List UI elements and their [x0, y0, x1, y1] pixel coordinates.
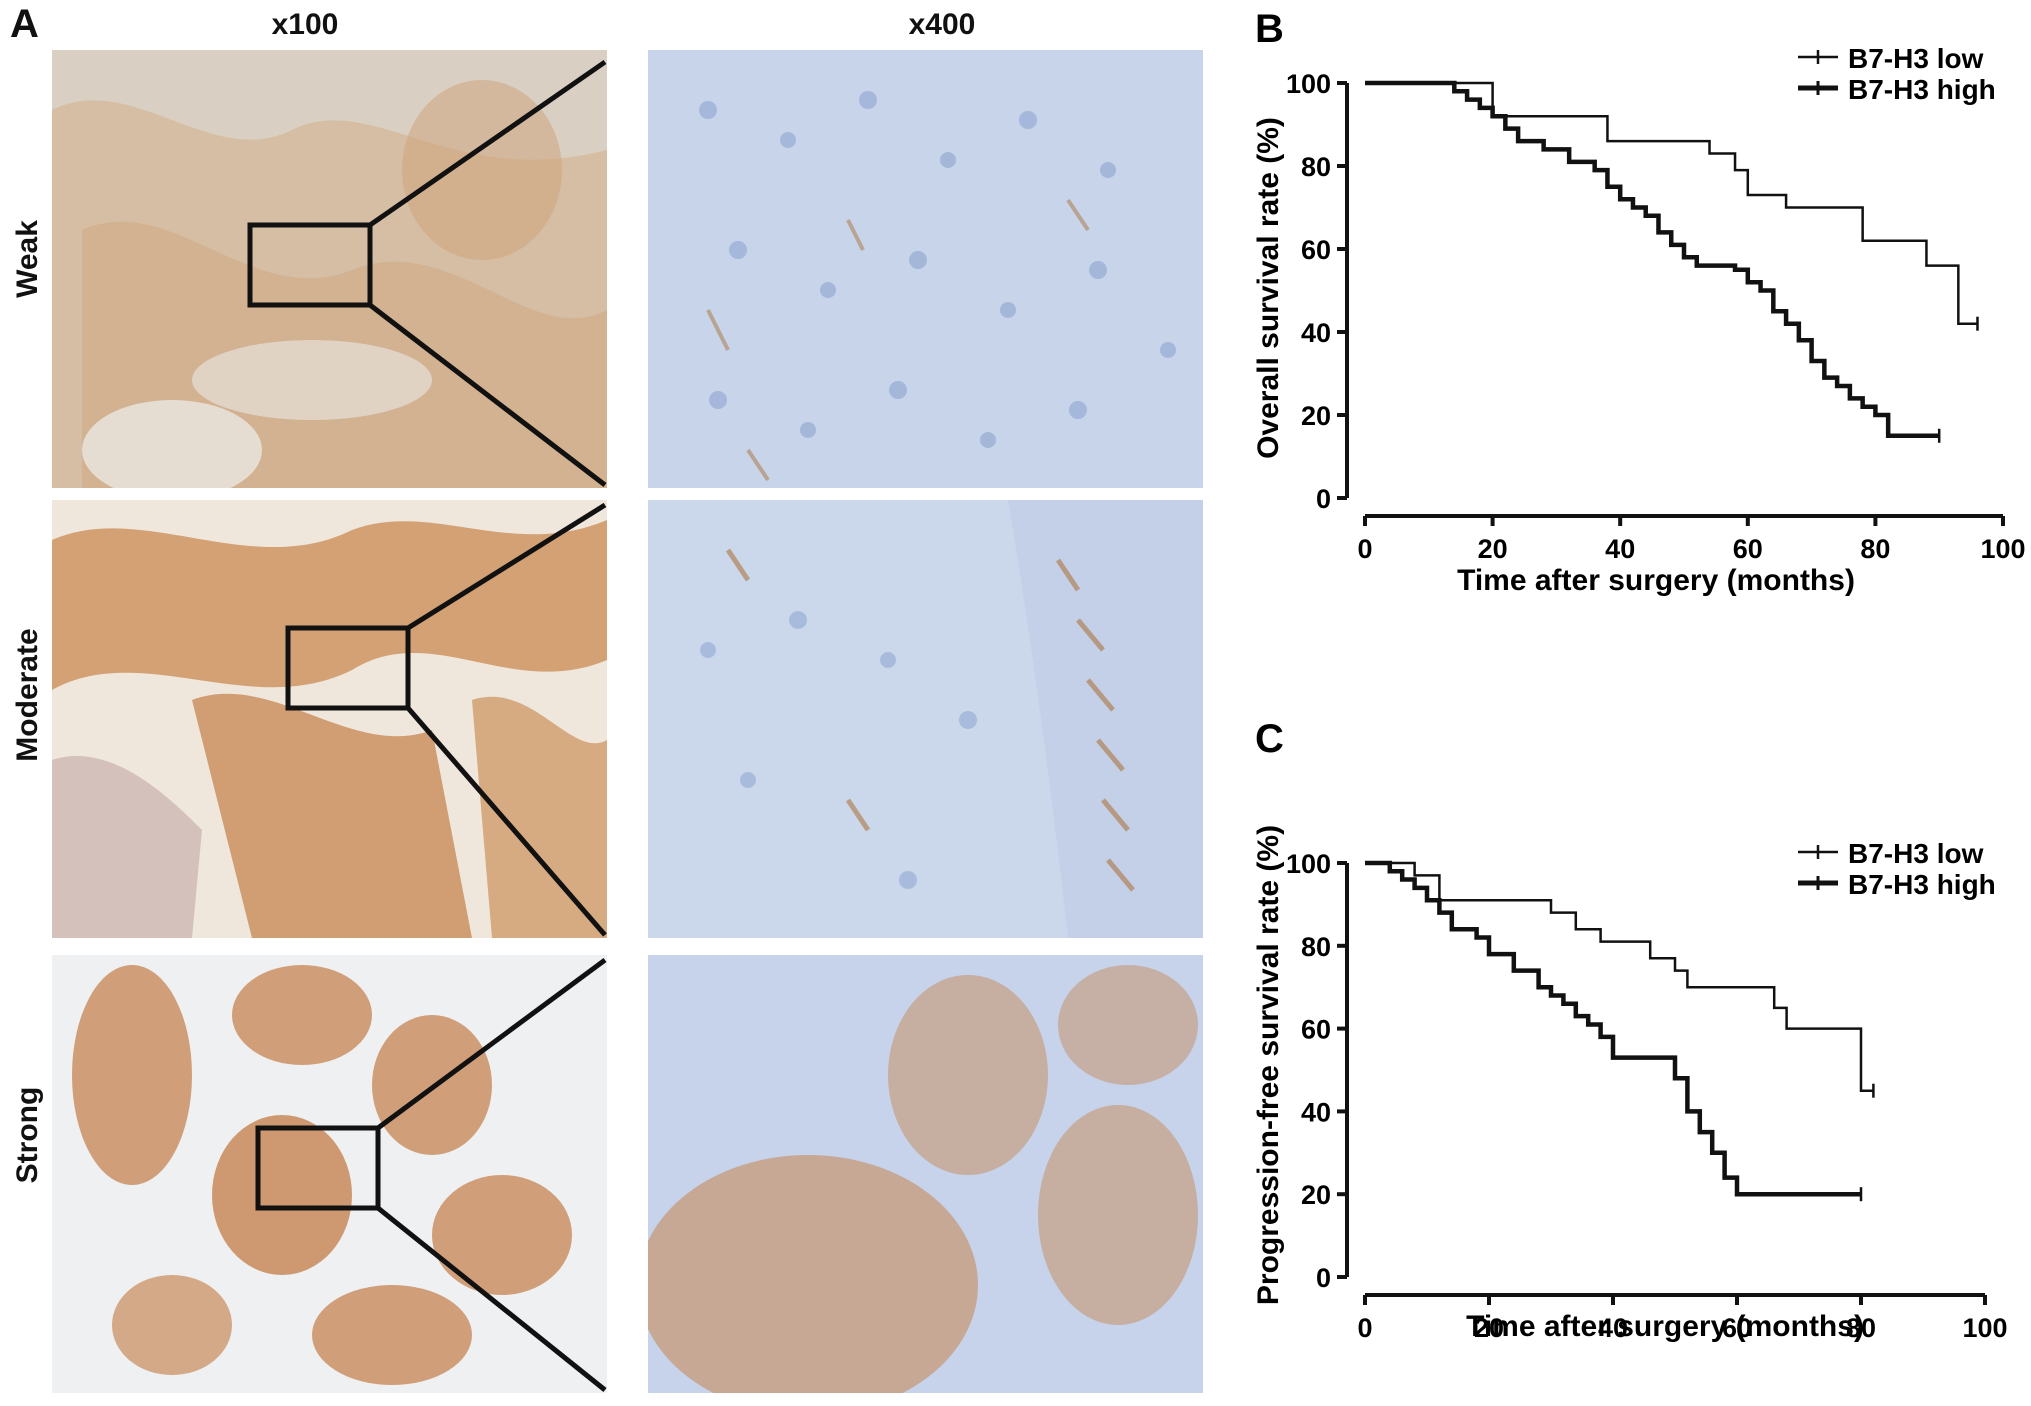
chart-c-xtick-label: 40 [1598, 1313, 1628, 1343]
chart-b-xtick-label: 100 [1980, 534, 2025, 564]
chart-c-legend-low: B7-H3 low [1848, 838, 1984, 869]
panel-a-letter: A [10, 2, 39, 46]
chart-c-ytick-label: 0 [1316, 1263, 1331, 1293]
chart-c-xlabel: Time after surgery (months) [1466, 1310, 1864, 1343]
chart-c-xtick-label: 60 [1722, 1313, 1752, 1343]
chart-c-ytick-label: 100 [1286, 849, 1331, 879]
chart-b-ytick-label: 60 [1301, 235, 1331, 265]
chart-c-ytick-label: 60 [1301, 1015, 1331, 1045]
chart-b-xlabel: Time after surgery (months) [1457, 564, 1855, 597]
chart-c-ytick-label: 80 [1301, 932, 1331, 962]
zoom-box-weak [247, 59, 607, 487]
chart-b-series-high [1365, 80, 1940, 438]
chart-c-ytick-label: 20 [1301, 1180, 1331, 1210]
chart-c-legend-high: B7-H3 high [1848, 869, 1996, 900]
chart-b-ytick-label: 0 [1316, 484, 1331, 514]
micrograph-moderate-x400 [648, 500, 1203, 938]
chart-b-ylabel: Overall survival rate (%) [1252, 117, 1285, 459]
chart-c-xtick-label: 20 [1474, 1313, 1504, 1343]
chart-b-panel-letter: B [1255, 7, 1284, 51]
chart-c-xtick-label: 100 [1962, 1313, 2007, 1343]
chart-c-xtick-label: 80 [1846, 1313, 1876, 1343]
chart-c-xtick-label: 0 [1357, 1313, 1372, 1343]
chart-b-legend-low: B7-H3 low [1848, 43, 1984, 74]
chart-c-panel-letter: C [1255, 717, 1284, 761]
chart-b-ytick-label: 40 [1301, 318, 1331, 348]
chart-c-series-high [1365, 860, 1861, 1197]
zoom-box-strong [255, 957, 607, 1392]
chart-b-xtick-label: 40 [1605, 534, 1635, 564]
micrograph-weak-x400 [648, 50, 1203, 488]
micrograph-moderate-x100 [52, 500, 607, 938]
chart-b-xtick-label: 60 [1733, 534, 1763, 564]
chart-b-legend-high: B7-H3 high [1848, 74, 1996, 105]
col-header-x100: x100 [271, 8, 339, 41]
chart-b-xtick-label: 0 [1357, 534, 1372, 564]
micrograph-strong-x400 [648, 955, 1203, 1393]
chart-b-xtick-label: 20 [1478, 534, 1508, 564]
chart-c-ytick-label: 40 [1301, 1097, 1331, 1127]
chart-b-ytick-label: 100 [1286, 69, 1331, 99]
chart-b-xtick-label: 80 [1860, 534, 1890, 564]
chart-b-ytick-label: 80 [1301, 152, 1331, 182]
chart-b-series-low [1365, 81, 1978, 325]
col-header-x400: x400 [908, 8, 976, 41]
chart-b-ytick-label: 20 [1301, 401, 1331, 431]
chart-b: B Overall survival rate (%) Time after s… [1252, 7, 2026, 597]
chart-c: C Progression-free survival rate (%) Tim… [1252, 717, 2008, 1343]
chart-c-ylabel: Progression-free survival rate (%) [1252, 825, 1285, 1305]
zoom-box-moderate [285, 502, 607, 937]
